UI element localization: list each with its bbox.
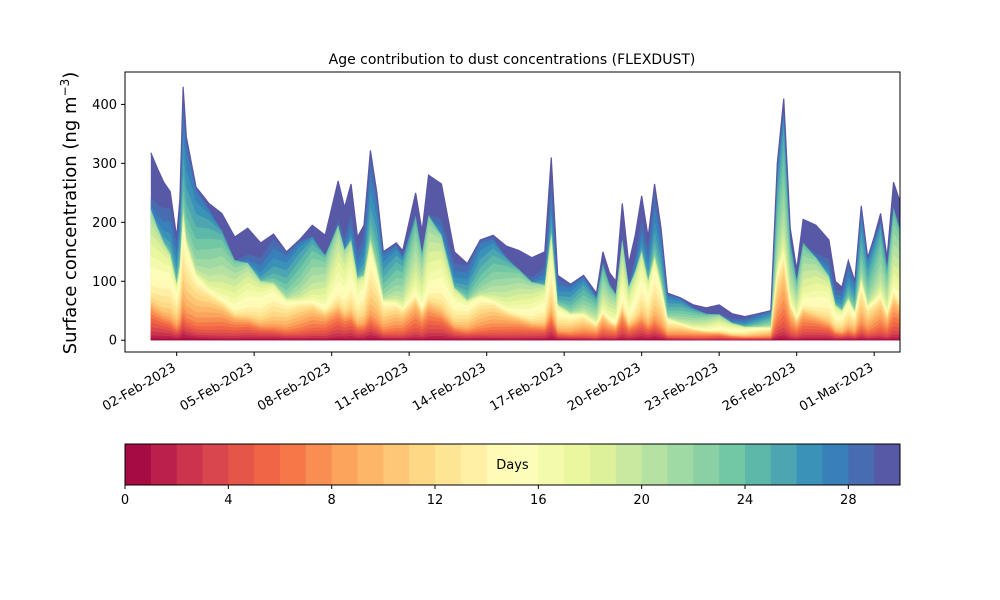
y-axis-label: Surface concentration (ng m−3) [58, 72, 81, 355]
colorbar-segment [848, 444, 875, 485]
colorbar-segment [460, 444, 488, 485]
x-tick-label: 23-Feb-2023 [643, 360, 722, 414]
plot-frame [124, 71, 901, 353]
colorbar-segment [719, 444, 746, 485]
colorbar-segment [228, 444, 255, 485]
x-tick-label: 01-Mar-2023 [797, 360, 876, 414]
colorbar-segment [383, 444, 410, 485]
colorbar-frame [124, 443, 901, 486]
area-bands [150, 86, 900, 341]
x-tick-label: 08-Feb-2023 [255, 360, 334, 414]
x-tick-label: 17-Feb-2023 [488, 360, 567, 414]
colorbar-segment [667, 444, 694, 485]
colorbar-segment [331, 444, 358, 485]
y-axis: 0 100 200 300 400 [92, 98, 125, 349]
colorbar-segment [150, 444, 178, 485]
colorbar-segment [512, 444, 539, 485]
x-tick-label: 20-Feb-2023 [565, 360, 644, 414]
colorbar-segment [745, 444, 772, 485]
age-band-1 [150, 333, 900, 341]
x-tick-label: 14-Feb-2023 [410, 360, 489, 414]
colorbar-tick-label: 8 [328, 493, 336, 508]
y-tick-label: 400 [92, 98, 117, 113]
x-tick-label: 05-Feb-2023 [178, 360, 257, 414]
colorbar-segment [357, 444, 384, 485]
y-tick-label: 300 [92, 157, 117, 172]
colorbar-segment [615, 444, 643, 485]
colorbar-segment [305, 444, 333, 485]
colorbar-tick-label: 20 [633, 493, 650, 508]
colorbar-segment [409, 444, 436, 485]
colorbar-label: Days [496, 458, 529, 473]
colorbar-tick-label: 28 [840, 493, 857, 508]
colorbar-segment [874, 444, 901, 485]
colorbar-segment [796, 444, 823, 485]
x-tick-label: 02-Feb-2023 [100, 360, 179, 414]
colorbar-segment [486, 444, 513, 485]
colorbar-segment [538, 444, 565, 485]
colorbar-segment [280, 444, 307, 485]
colorbar-segment [641, 444, 668, 485]
colorbar-tick-label: 16 [530, 493, 547, 508]
chart-title: Age contribution to dust concentrations … [329, 52, 696, 68]
colorbar: Days 0 4 8 12 16 20 24 28 [121, 443, 901, 508]
y-tick-label: 0 [109, 334, 117, 349]
y-tick-label: 200 [92, 216, 117, 231]
colorbar-tick-label: 4 [224, 493, 232, 508]
y-tick-label: 100 [92, 275, 117, 290]
x-axis: 02-Feb-202305-Feb-202308-Feb-202311-Feb-… [100, 352, 876, 415]
colorbar-segment [202, 444, 229, 485]
colorbar-tick-label: 24 [737, 493, 754, 508]
colorbar-segment [590, 444, 617, 485]
colorbar-segment [176, 444, 203, 485]
colorbar-segment [435, 444, 462, 485]
colorbar-segment [770, 444, 798, 485]
colorbar-segment [564, 444, 591, 485]
colorbar-tick-label: 0 [121, 493, 129, 508]
colorbar-segment [693, 444, 720, 485]
x-tick-label: 26-Feb-2023 [720, 360, 799, 414]
colorbar-tick-label: 12 [427, 493, 444, 508]
total-line [150, 86, 900, 318]
colorbar-segment [822, 444, 849, 485]
age-band-0 [150, 337, 900, 341]
x-tick-label: 11-Feb-2023 [333, 360, 412, 414]
colorbar-segment [254, 444, 281, 485]
colorbar-segment [125, 444, 152, 485]
